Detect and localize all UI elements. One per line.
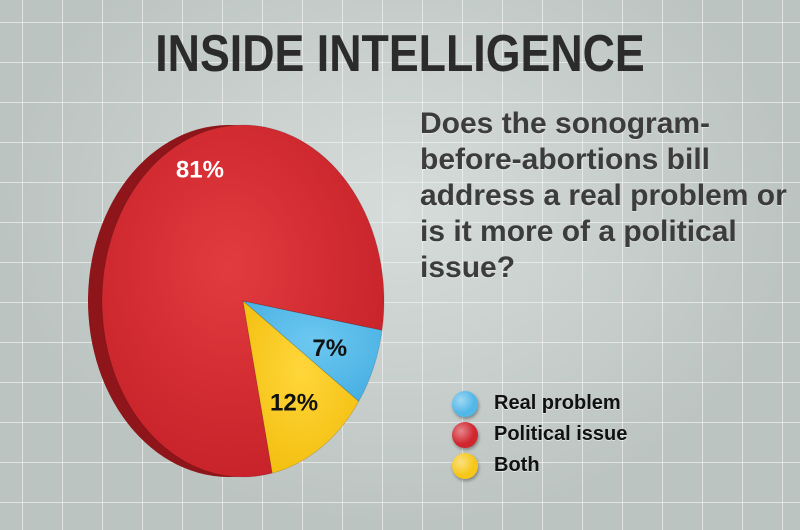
pie-labels: 81% 7% 12%	[176, 156, 347, 416]
legend-label-political-issue: Political issue	[494, 423, 628, 445]
question-text: Does the sonogram-before-abortions bill …	[420, 107, 787, 284]
legend-swatch-political-issue	[452, 421, 478, 448]
legend-item-both: Both	[452, 450, 627, 481]
legend: Real problem Political issue Both	[452, 388, 627, 481]
legend-swatch-both	[452, 452, 478, 479]
pie-slices	[101, 124, 385, 478]
legend-label-real-problem: Real problem	[494, 392, 621, 414]
chart-title: INSIDE INTELLIGENCE	[155, 25, 645, 83]
pie-slice-both	[242, 299, 360, 474]
pie-label-real-problem: 7%	[312, 335, 347, 362]
legend-item-political-issue: Political issue	[452, 419, 627, 450]
legend-item-real-problem: Real problem	[452, 388, 627, 419]
legend-swatch-real-problem	[452, 390, 478, 417]
pie-label-both: 12%	[270, 390, 318, 417]
legend-label-both: Both	[494, 454, 540, 476]
pie-slice-real-problem	[241, 300, 383, 403]
pie-slice-political-issue	[101, 124, 385, 478]
pie-label-political-issue: 81%	[176, 156, 224, 183]
